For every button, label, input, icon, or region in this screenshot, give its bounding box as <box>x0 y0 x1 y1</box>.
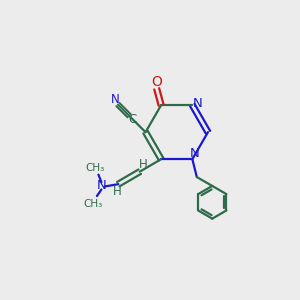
Text: H: H <box>139 158 148 171</box>
Text: N: N <box>97 178 106 192</box>
Text: O: O <box>151 75 162 89</box>
Text: H: H <box>112 185 121 198</box>
Text: CH₃: CH₃ <box>86 163 105 172</box>
Text: CH₃: CH₃ <box>84 199 103 209</box>
Text: N: N <box>189 147 199 160</box>
Text: C: C <box>128 113 136 126</box>
Text: N: N <box>111 93 119 106</box>
Text: N: N <box>193 97 203 110</box>
